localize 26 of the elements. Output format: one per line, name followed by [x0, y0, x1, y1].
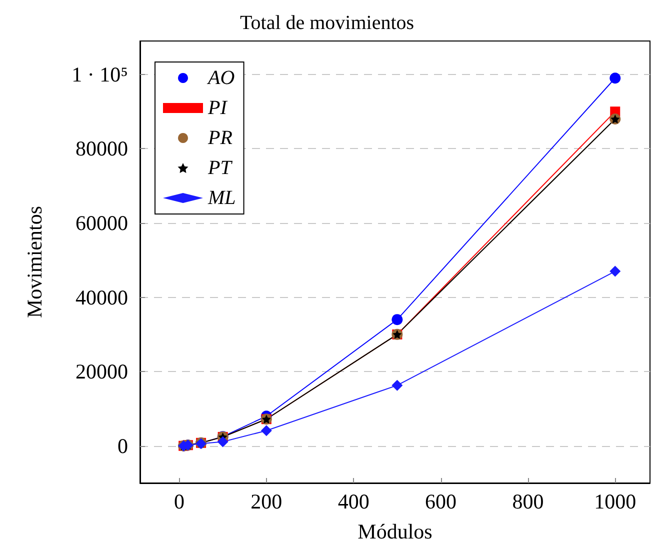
- y-tick-label: 0: [118, 434, 128, 458]
- x-tick-label: 0: [174, 490, 184, 514]
- x-tick-label: 400: [338, 490, 370, 514]
- x-tick-label: 200: [250, 490, 282, 514]
- point: [392, 314, 403, 326]
- point: [260, 425, 272, 436]
- x-tick-label: 800: [512, 490, 544, 514]
- legend-label: AO: [206, 67, 235, 89]
- legend-label: PT: [207, 157, 234, 179]
- legend-label: PI: [207, 97, 228, 119]
- point: [610, 266, 621, 277]
- y-axis-title: Movimientos: [22, 206, 46, 318]
- y-tick-label: 80000: [76, 136, 128, 161]
- chart-title: Total de movimientos: [240, 12, 414, 34]
- x-tick-label: 1000: [594, 490, 636, 514]
- legend-label: ML: [207, 187, 236, 209]
- x-tick-label: 600: [425, 490, 457, 514]
- y-tick-label: 20000: [76, 360, 128, 384]
- point: [392, 380, 403, 391]
- point: [217, 436, 228, 448]
- legend-label: PR: [207, 127, 232, 149]
- y-tick-label: 40000: [76, 285, 128, 310]
- x-axis-title: Módulos: [358, 520, 432, 544]
- point: [610, 72, 621, 84]
- y-tick-label: 60000: [76, 211, 128, 235]
- y-tick-label: 1 · 10⁵: [72, 62, 128, 86]
